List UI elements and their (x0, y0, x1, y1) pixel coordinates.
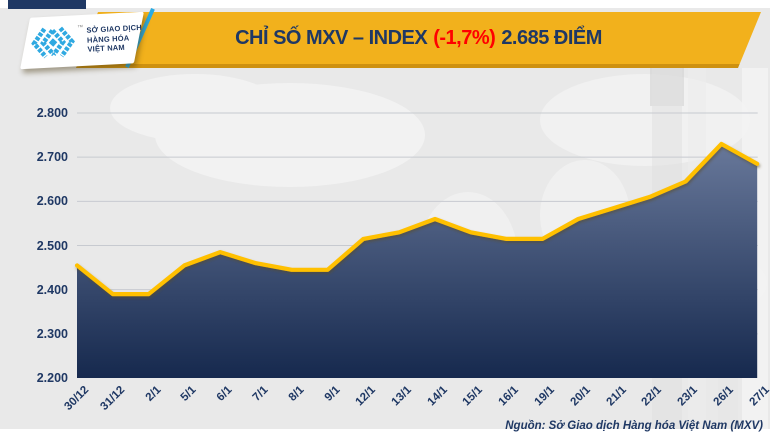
title-change-percent: (-1,7%) (433, 27, 496, 49)
trademark-symbol: ™ (77, 24, 84, 32)
y-axis-label: 2.300 (36, 326, 68, 341)
title-banner: CHỈ SỐ MXV – INDEX (-1,7%) 2.685 ĐIỂM (76, 12, 761, 68)
y-axis-label: 2.500 (36, 238, 68, 253)
chart-title: CHỈ SỐ MXV – INDEX (-1,7%) 2.685 ĐIỂM (235, 27, 602, 53)
index-line (74, 141, 760, 297)
y-axis-label: 2.700 (36, 150, 68, 165)
y-axis-label: 2.200 (36, 371, 68, 385)
y-axis-label: 2.800 (36, 106, 68, 120)
top-left-navy-strip (8, 0, 86, 9)
mxv-logo-icon (31, 26, 75, 58)
title-prefix: CHỈ SỐ MXV – INDEX (235, 27, 428, 49)
mxv-logo-text: SỞ GIAO DỊCH HÀNG HÓA VIỆT NAM (86, 23, 143, 54)
index-area-fill (77, 143, 758, 378)
y-axis-label: 2.400 (36, 282, 68, 297)
title-index-value: 2.685 ĐIỂM (501, 27, 602, 49)
y-axis-label: 2.600 (36, 194, 68, 209)
source-caption: Nguồn: Sở Giao dịch Hàng hóa Việt Nam (M… (505, 420, 763, 432)
mxv-logo-card: ™ SỞ GIAO DỊCH HÀNG HÓA VIỆT NAM (20, 11, 144, 70)
